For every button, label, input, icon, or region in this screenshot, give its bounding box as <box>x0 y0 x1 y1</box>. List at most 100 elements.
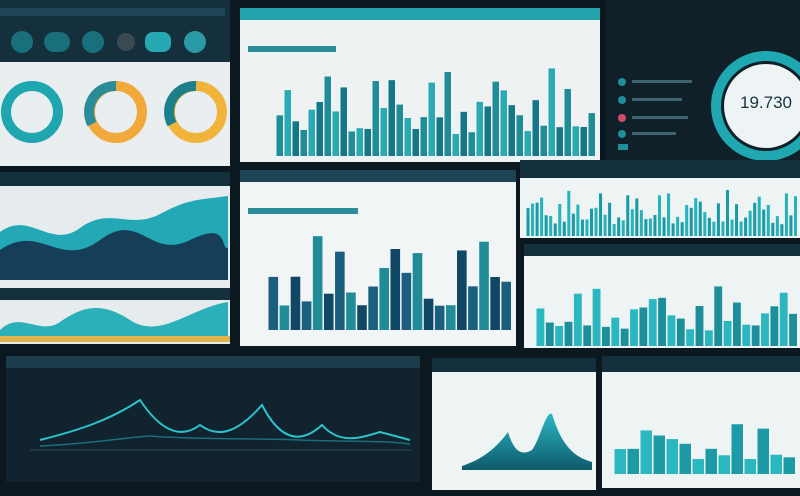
decor-bar <box>445 305 456 330</box>
decor-bar <box>553 223 557 236</box>
panel-area-left <box>0 172 230 344</box>
decor-bar <box>716 203 720 236</box>
decor-bar <box>357 305 367 330</box>
decor-bar <box>526 208 530 236</box>
decor-bar <box>694 198 698 236</box>
decor-bar <box>617 217 621 236</box>
bar-group <box>268 236 511 330</box>
decor-bar <box>626 195 630 236</box>
decor-bar <box>653 214 657 236</box>
decor-bar <box>364 128 371 156</box>
decor-bar <box>564 321 573 346</box>
decor-bar <box>300 129 307 156</box>
decor-bar <box>324 76 331 156</box>
decor-bar <box>602 326 610 346</box>
decor-bar <box>564 88 571 156</box>
decor-bar <box>592 288 601 346</box>
decor-bar <box>436 117 443 156</box>
decor-bar <box>585 219 589 236</box>
decor-bar <box>368 286 378 330</box>
decor-bar <box>388 80 395 156</box>
decor-bar <box>290 276 301 330</box>
decor-bar <box>428 82 435 156</box>
bar-group <box>526 190 797 236</box>
donut-segment <box>84 81 117 127</box>
decor-bar <box>621 220 625 236</box>
decor-bar <box>532 100 539 156</box>
decor-bar <box>308 109 315 156</box>
panel-bars-mid <box>240 170 516 346</box>
decor-bar <box>603 214 607 236</box>
decor-bar <box>685 205 689 236</box>
decor-bar <box>401 272 412 330</box>
decor-bar <box>284 90 291 156</box>
area <box>0 230 228 280</box>
panel-header <box>432 358 596 372</box>
decor-bar <box>484 106 491 156</box>
panel-kpi <box>0 0 230 166</box>
decor-bar <box>420 117 427 156</box>
decor-bar <box>562 221 566 236</box>
decor-bar <box>346 292 356 330</box>
decor-bar <box>268 276 279 330</box>
panel-header <box>520 160 800 178</box>
decor-bar <box>723 320 732 346</box>
list-line <box>632 132 676 135</box>
panel-header <box>602 356 800 372</box>
decor-bar <box>718 455 730 474</box>
icon <box>82 31 104 53</box>
decor-bar <box>639 210 643 236</box>
decor-bar <box>276 115 283 156</box>
decor-bar <box>779 292 788 346</box>
decor-bar <box>571 213 575 236</box>
donut-segment <box>164 81 197 127</box>
decor-bar <box>704 330 713 346</box>
decor-bar <box>679 443 691 474</box>
decor-bar <box>599 193 603 236</box>
decor-bar <box>580 126 587 156</box>
decor-bar <box>340 87 347 156</box>
decor-bar <box>692 459 704 474</box>
list-line <box>632 116 688 119</box>
decor-bar <box>775 216 779 236</box>
decor-bar <box>744 459 756 474</box>
icon <box>11 31 33 53</box>
decor-bar <box>612 224 616 236</box>
decor-bar <box>648 299 657 346</box>
line <box>39 398 411 441</box>
panel-gauge: 19.730 <box>606 0 800 161</box>
list-line <box>632 80 692 83</box>
decor-bar <box>404 118 411 156</box>
list-icon <box>618 96 626 104</box>
decor-bar <box>789 215 793 236</box>
decor-bar <box>316 101 323 156</box>
decor-bar <box>412 128 419 156</box>
decor-bar <box>444 71 451 156</box>
decor-bar <box>379 267 389 330</box>
decor-bar <box>695 306 704 346</box>
decor-bar <box>733 302 741 346</box>
decor-bar <box>479 241 489 330</box>
decor-bar <box>452 133 459 156</box>
decor-bar <box>698 201 702 236</box>
decor-bar <box>770 306 779 346</box>
icon-row <box>11 31 206 53</box>
decor-bar <box>639 307 648 346</box>
decor-bar <box>434 305 445 330</box>
decor-bar <box>312 236 323 330</box>
bar-group <box>614 424 795 474</box>
decor-bar <box>611 317 620 346</box>
decor-bar <box>556 127 563 156</box>
bar-group <box>276 68 595 156</box>
panel-header <box>0 288 230 300</box>
list-icon <box>618 114 626 122</box>
decor-bar <box>676 318 685 346</box>
decor-bar <box>784 193 788 236</box>
decor-bar <box>524 131 531 156</box>
decor-bar <box>356 128 363 156</box>
decor-bar <box>689 207 693 236</box>
decor-bar <box>751 325 760 346</box>
panel-header <box>6 356 420 368</box>
decor-bar <box>390 249 401 330</box>
